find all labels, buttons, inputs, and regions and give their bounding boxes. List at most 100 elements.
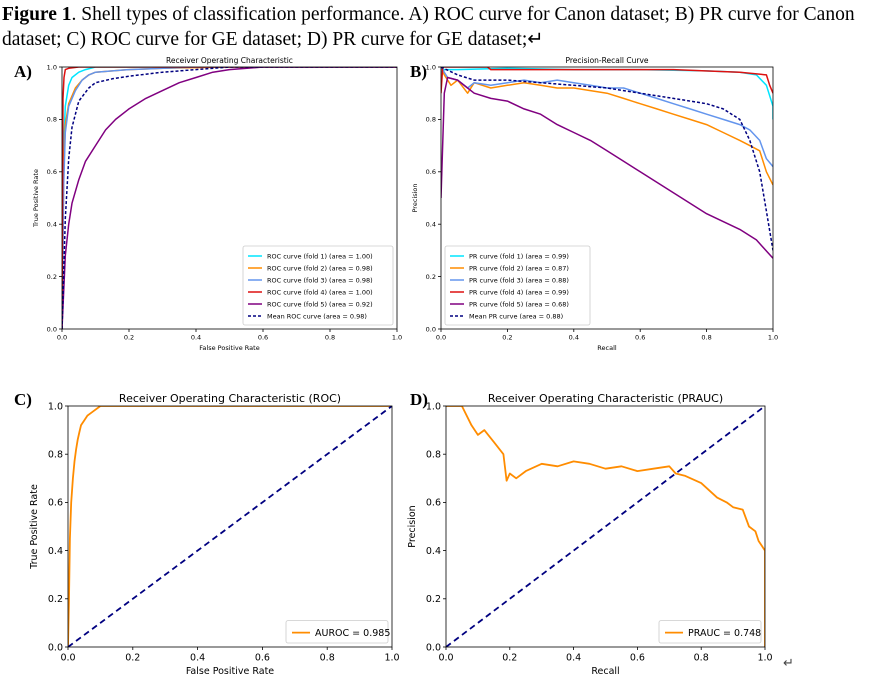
plot-frame [67,405,393,648]
x-tick-label: 0.2 [124,334,134,342]
y-tick-label: 0.2 [426,273,436,281]
legend-label: ROC curve (fold 2) (area = 0.98) [267,264,373,272]
y-tick-label: 0.8 [426,450,441,461]
legend-label: Mean ROC curve (area = 0.98) [267,312,367,320]
legend-label: AUROC = 0.985 [315,628,390,639]
y-tick-label: 0.0 [426,642,441,653]
y-tick-label: 0.4 [47,220,57,228]
x-tick-label: 0.4 [566,653,581,664]
legend-box [285,620,389,644]
series-line-5 [441,76,773,259]
chart-4: 0.0 0.2 0.4 0.6 0.8 1.0 0.0 0.2 0.4 0.6 0.8 1.0 Rece… [407,392,773,677]
x-tick-label: 0.8 [325,334,335,342]
y-axis-label: True Positive Rate [29,484,40,570]
series-line-2 [68,406,392,647]
plot-frame [445,405,766,648]
series-line-4 [62,67,397,329]
series-line-2 [446,406,765,647]
series-group [441,67,773,259]
y-tick-label: 0.8 [47,116,57,124]
legend-box [242,245,394,326]
series-line-4 [441,67,773,94]
series-line-5 [62,67,397,329]
x-tick-label: 0.0 [60,653,75,664]
series-group [62,67,397,329]
x-tick-label: 0.8 [694,653,709,664]
series-line-1 [68,406,392,647]
chart-1: 0.0 0.2 0.4 0.6 0.8 1.0 0.0 0.2 0.4 0.6 0.8 1.0 Rece… [32,56,402,352]
x-tick-label: 0.8 [320,653,335,664]
legend-box [444,245,591,326]
x-tick-label: 0.8 [701,334,711,342]
y-tick-label: 0.4 [48,546,63,557]
figure-label: Figure 1 [2,4,72,25]
figure-caption: Figure 1. Shell types of classification … [2,2,888,52]
x-axis-label: Recall [597,344,617,352]
y-axis-label: Precision [411,183,419,212]
legend: PR curve (fold 1) (area = 0.99) PR curve … [444,245,591,326]
y-tick-label: 1.0 [48,401,63,412]
x-tick-label: 1.0 [392,334,402,342]
legend-label: ROC curve (fold 4) (area = 1.00) [267,288,373,296]
y-axis-label: True Positive Rate [32,169,40,228]
y-tick-label: 0.0 [48,642,63,653]
legend-label: ROC curve (fold 1) (area = 1.00) [267,252,373,260]
legend-label: PRAUC = 0.748 [688,628,761,639]
series-line-6 [441,67,773,251]
panel-letter-c: C) [14,390,32,409]
x-tick-label: 0.2 [502,334,512,342]
x-tick-label: 0.6 [255,653,270,664]
series-line-3 [62,67,397,329]
y-tick-label: 0.6 [47,168,57,176]
y-axis-label: Precision [407,505,418,547]
y-tick-label: 0.8 [426,116,436,124]
x-axis-label: False Positive Rate [199,344,259,352]
x-tick-label: 0.6 [635,334,645,342]
x-axis-label: False Positive Rate [186,666,274,677]
chart-title: Precision-Recall Curve [565,56,648,65]
legend-label: PR curve (fold 5) (area = 0.68) [469,300,569,308]
legend-label: PR curve (fold 2) (area = 0.87) [469,264,569,272]
x-tick-label: 0.2 [125,653,140,664]
series-line-6 [62,67,397,329]
chart-2: 0.0 0.2 0.4 0.6 0.8 1.0 0.0 0.2 0.4 0.6 0.8 1.0 Prec… [411,56,778,352]
x-tick-label: 0.0 [57,334,67,342]
y-tick-label: 1.0 [426,401,441,412]
y-tick-label: 0.6 [426,168,436,176]
y-tick-label: 0.4 [426,546,441,557]
legend-label: PR curve (fold 1) (area = 0.99) [469,252,569,260]
x-tick-label: 0.6 [258,334,268,342]
chart-title: Receiver Operating Characteristic (PRAUC… [488,392,723,405]
chart-title: Receiver Operating Characteristic [166,56,293,65]
x-tick-label: 0.4 [569,334,579,342]
series-line-1 [62,67,397,329]
y-tick-label: 0.8 [48,450,63,461]
y-tick-label: 0.4 [426,220,436,228]
legend-label: ROC curve (fold 5) (area = 0.92) [267,300,373,308]
panel-letter-a: A) [14,62,32,81]
y-tick-label: 0.6 [426,498,441,509]
y-tick-label: 0.2 [426,594,441,605]
x-tick-label: 0.0 [438,653,453,664]
legend: AUROC = 0.985 [285,620,390,644]
legend-label: Mean PR curve (area = 0.88) [469,312,563,320]
series-line-2 [441,67,773,186]
y-tick-label: 0.0 [426,325,436,333]
legend-label: ROC curve (fold 3) (area = 0.98) [267,276,373,284]
panel-letter-d: D) [410,390,428,409]
x-tick-label: 0.0 [436,334,446,342]
y-tick-label: 0.2 [48,594,63,605]
series-group [68,406,392,647]
plot-frame [440,66,774,330]
legend: PRAUC = 0.748 [658,620,762,644]
x-tick-label: 0.4 [191,334,201,342]
x-tick-label: 0.2 [502,653,517,664]
chart-title: Receiver Operating Characteristic (ROC) [119,392,341,405]
y-tick-label: 0.0 [47,325,57,333]
x-tick-label: 0.4 [190,653,205,664]
legend-label: PR curve (fold 3) (area = 0.88) [469,276,569,284]
legend: ROC curve (fold 1) (area = 1.00) ROC curv… [242,245,394,326]
x-tick-label: 1.0 [384,653,399,664]
series-line-3 [441,67,773,168]
